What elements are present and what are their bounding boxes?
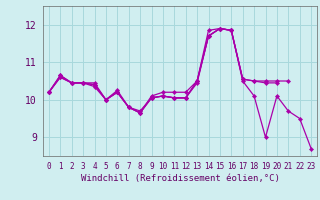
X-axis label: Windchill (Refroidissement éolien,°C): Windchill (Refroidissement éolien,°C) [81, 174, 279, 183]
